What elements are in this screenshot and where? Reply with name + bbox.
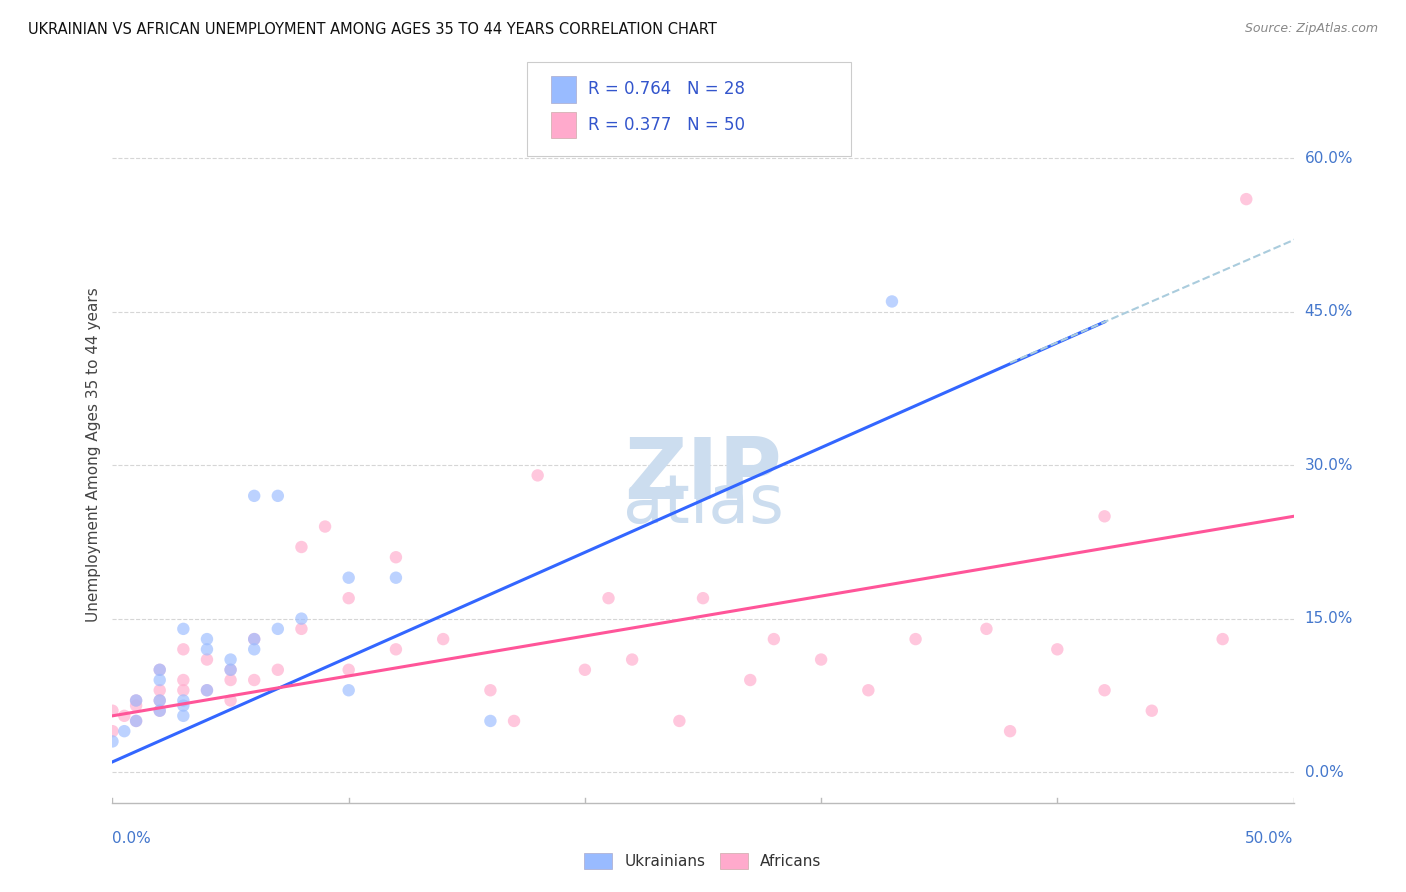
Legend: Ukrainians, Africans: Ukrainians, Africans (578, 847, 828, 875)
Point (243, 489, 266, 503)
Point (692, 591, 714, 606)
Point (125, 698, 148, 713)
Point (385, 571, 408, 585)
Text: 0.0%: 0.0% (1305, 764, 1343, 780)
Point (125, 714, 148, 728)
Text: R = 0.377   N = 50: R = 0.377 N = 50 (588, 116, 745, 134)
Point (1212, 632, 1234, 646)
Point (149, 693, 172, 707)
Point (432, 632, 454, 646)
Y-axis label: Unemployment Among Ages 35 to 44 years: Unemployment Among Ages 35 to 44 years (86, 287, 101, 623)
Point (243, 632, 266, 646)
Text: Source: ZipAtlas.com: Source: ZipAtlas.com (1244, 22, 1378, 36)
Point (526, 468, 548, 483)
Point (101, 704, 124, 718)
Point (290, 622, 312, 636)
Point (598, 591, 620, 606)
Point (740, 673, 762, 687)
Point (125, 693, 148, 707)
Point (1140, 704, 1163, 718)
Point (810, 652, 832, 666)
Point (149, 663, 172, 677)
Point (290, 612, 312, 626)
Text: 15.0%: 15.0% (1305, 611, 1353, 626)
Text: R = 0.764   N = 28: R = 0.764 N = 28 (588, 80, 745, 98)
Point (574, 663, 596, 677)
Point (172, 673, 194, 687)
Text: 45.0%: 45.0% (1305, 304, 1353, 319)
Point (149, 693, 172, 707)
Point (219, 663, 242, 677)
Text: 30.0%: 30.0% (1305, 458, 1353, 473)
Point (1094, 683, 1116, 698)
Point (479, 683, 502, 698)
Point (385, 642, 408, 657)
Point (195, 642, 218, 657)
Point (125, 693, 148, 707)
Point (172, 693, 194, 707)
Point (668, 714, 690, 728)
Point (172, 622, 194, 636)
Point (998, 724, 1021, 739)
Point (337, 571, 360, 585)
Point (290, 540, 312, 554)
Point (337, 591, 360, 606)
Point (503, 714, 526, 728)
Point (314, 519, 336, 533)
Point (149, 704, 172, 718)
Point (195, 683, 218, 698)
Point (880, 294, 903, 309)
Text: 50.0%: 50.0% (1246, 830, 1294, 846)
Point (243, 642, 266, 657)
Point (243, 673, 266, 687)
Text: UKRAINIAN VS AFRICAN UNEMPLOYMENT AMONG AGES 35 TO 44 YEARS CORRELATION CHART: UKRAINIAN VS AFRICAN UNEMPLOYMENT AMONG … (28, 22, 717, 37)
Point (385, 550, 408, 565)
Point (172, 683, 194, 698)
Point (112, 708, 135, 723)
Point (976, 622, 998, 636)
Point (101, 724, 124, 739)
Point (195, 652, 218, 666)
Point (219, 693, 242, 707)
Point (149, 673, 172, 687)
Point (267, 489, 290, 503)
Point (267, 663, 290, 677)
Point (1234, 192, 1257, 206)
Point (1046, 642, 1069, 657)
Point (149, 704, 172, 718)
Text: 60.0%: 60.0% (1305, 151, 1353, 166)
Point (195, 632, 218, 646)
Point (112, 724, 135, 739)
Point (125, 714, 148, 728)
Point (149, 663, 172, 677)
Point (149, 683, 172, 698)
Point (337, 663, 360, 677)
Point (621, 652, 644, 666)
Point (904, 632, 927, 646)
Text: ZIP: ZIP (624, 434, 782, 517)
Point (762, 632, 785, 646)
Text: 0.0%: 0.0% (112, 830, 152, 846)
Point (172, 708, 194, 723)
Point (219, 663, 242, 677)
Text: atlas: atlas (623, 471, 783, 537)
Point (267, 622, 290, 636)
Point (337, 683, 360, 698)
Point (195, 683, 218, 698)
Point (219, 652, 242, 666)
Point (219, 673, 242, 687)
Point (243, 632, 266, 646)
Point (479, 714, 502, 728)
Point (1094, 509, 1116, 524)
Point (172, 642, 194, 657)
Point (172, 698, 194, 713)
Point (858, 683, 880, 698)
Point (101, 734, 124, 748)
